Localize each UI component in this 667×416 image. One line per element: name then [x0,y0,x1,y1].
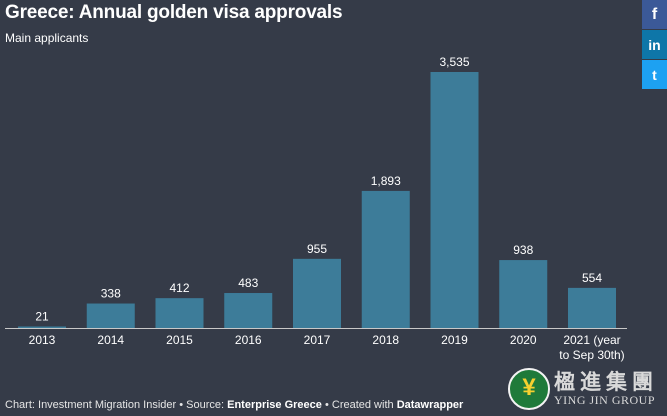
social-share-bar: f in t [642,0,667,90]
value-label-1: 338 [101,287,121,301]
bar-chart: 21 2013 338 2014 412 2015 483 2016 955 2017 1,893 2… [5,55,627,362]
footer-tool[interactable]: Datawrapper [396,399,464,411]
value-label-8: 554 [582,271,602,285]
chart-subtitle: Main applicants [5,31,89,45]
facebook-icon[interactable]: f [642,0,667,29]
yen-logo-icon [508,368,550,410]
x-tick-label-5: 2018 [372,333,399,347]
x-tick-label-4: 2017 [304,333,331,347]
value-label-0: 21 [35,309,49,323]
x-tick-label-0: 2013 [29,333,56,347]
x-tick-label-7: 2020 [510,333,537,347]
bar-0[interactable] [18,326,66,328]
value-label-2: 412 [169,281,189,295]
footer-middle: • Created with [321,399,397,411]
bar-4[interactable] [293,258,341,328]
bar-2[interactable] [155,298,204,328]
twitter-icon[interactable]: t [642,60,667,89]
chart-title: Greece: Annual golden visa approvals [5,2,343,23]
bar-6[interactable] [430,72,479,328]
watermark-cn: 楹進集團 [554,370,658,394]
linkedin-icon[interactable]: in [642,30,667,59]
bar-5[interactable] [361,190,410,328]
bar-7[interactable] [499,260,548,328]
x-tick-label-1: 2014 [97,333,124,347]
footer-prefix: Chart: Investment Migration Insider • So… [5,399,228,411]
value-label-5: 1,893 [371,174,401,188]
x-tick-label-6: 2019 [441,333,468,347]
value-label-6: 3,535 [439,55,469,69]
x-tick-label-3: 2016 [235,333,262,347]
bar-1[interactable] [86,303,135,328]
bar-8[interactable] [568,287,616,328]
value-label-4: 955 [307,242,327,256]
value-label-3: 483 [238,276,258,290]
bar-3[interactable] [224,293,273,328]
footer-source[interactable]: Enterprise Greece [227,399,322,411]
watermark-en: YING JIN GROUP [554,393,656,407]
watermark-logo: 楹進集團 YING JIN GROUP [506,364,664,412]
value-label-7: 938 [513,243,533,257]
x-tick-label-2: 2015 [166,333,193,347]
chart-footer: Chart: Investment Migration Insider • So… [5,399,463,411]
x-tick-label-8-0: 2021 (year [563,333,620,347]
x-tick-label-8-1: to Sep 30th) [559,348,624,362]
